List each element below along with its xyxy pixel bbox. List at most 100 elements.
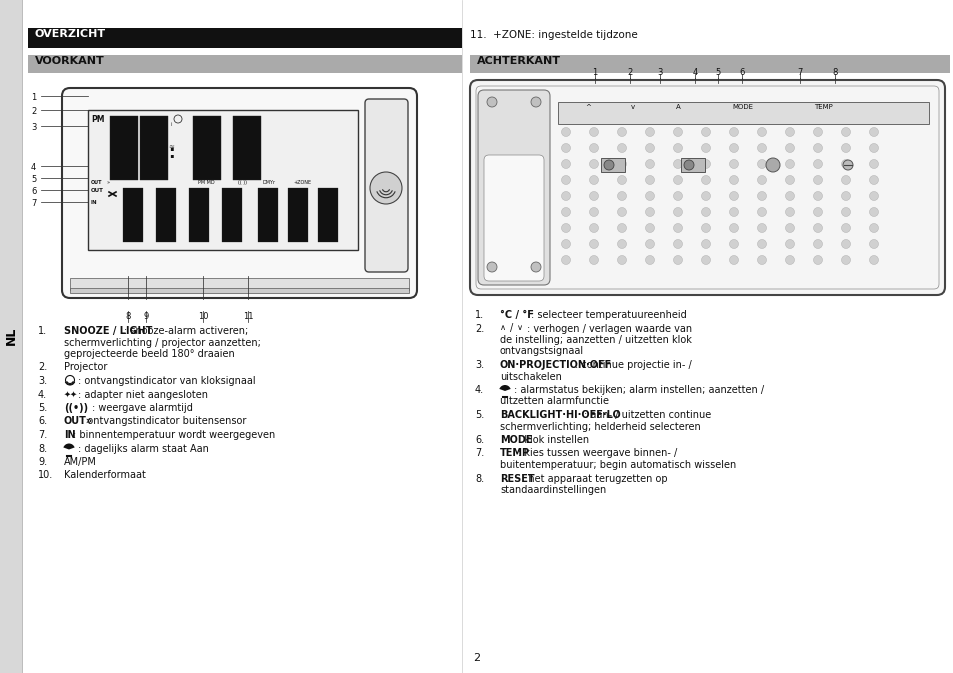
Text: »: » (106, 180, 109, 185)
Circle shape (813, 143, 821, 153)
Circle shape (645, 256, 654, 264)
Circle shape (645, 207, 654, 217)
Circle shape (842, 160, 852, 170)
Text: 8: 8 (125, 312, 131, 321)
Circle shape (589, 240, 598, 248)
Circle shape (561, 240, 570, 248)
Circle shape (729, 207, 738, 217)
Text: RESET: RESET (499, 474, 534, 483)
Text: 11: 11 (242, 312, 253, 321)
Circle shape (729, 160, 738, 168)
Text: : aan- / uitzetten continue: : aan- / uitzetten continue (583, 410, 710, 420)
Bar (28, 28, 461, 48)
Text: PM MD: PM MD (198, 180, 214, 185)
Text: : alarmstatus bekijken; alarm instellen; aanzetten /: : alarmstatus bekijken; alarm instellen;… (514, 385, 763, 395)
Circle shape (729, 192, 738, 201)
Circle shape (729, 240, 738, 248)
Bar (193, 116, 221, 180)
Text: 8.: 8. (38, 444, 47, 454)
Bar (558, 102, 928, 124)
Text: : ontvangstindicator van kloksignaal: : ontvangstindicator van kloksignaal (78, 376, 255, 386)
Circle shape (784, 223, 794, 232)
Circle shape (784, 143, 794, 153)
Circle shape (589, 256, 598, 264)
Text: Projector: Projector (64, 363, 108, 372)
Text: 6: 6 (739, 68, 744, 77)
Circle shape (757, 160, 765, 168)
Text: : selecteer temperatuureenheid: : selecteer temperatuureenheid (530, 310, 686, 320)
Circle shape (531, 262, 540, 272)
Circle shape (841, 192, 850, 201)
Text: OVERZICHT: OVERZICHT (35, 29, 106, 39)
Circle shape (561, 223, 570, 232)
Circle shape (729, 223, 738, 232)
Circle shape (617, 176, 626, 184)
Text: 9: 9 (143, 312, 149, 321)
Circle shape (784, 256, 794, 264)
Text: 8: 8 (831, 68, 837, 77)
Text: 10: 10 (197, 312, 208, 321)
Text: 7.: 7. (475, 448, 484, 458)
Circle shape (757, 176, 765, 184)
Circle shape (784, 240, 794, 248)
Text: 5.: 5. (475, 410, 484, 420)
Circle shape (561, 207, 570, 217)
Circle shape (645, 223, 654, 232)
Circle shape (645, 176, 654, 184)
Circle shape (841, 176, 850, 184)
Text: Kalenderformaat: Kalenderformaat (64, 470, 146, 481)
Wedge shape (498, 385, 510, 391)
Circle shape (617, 256, 626, 264)
Circle shape (589, 192, 598, 201)
Bar (156, 188, 175, 242)
Circle shape (757, 223, 765, 232)
Circle shape (813, 223, 821, 232)
Circle shape (700, 240, 710, 248)
Text: 4.: 4. (38, 390, 47, 400)
Text: 5.: 5. (38, 403, 48, 413)
Text: 6: 6 (30, 187, 36, 196)
Circle shape (841, 160, 850, 168)
Circle shape (370, 172, 401, 204)
Text: :: : (168, 144, 174, 162)
Circle shape (617, 127, 626, 137)
Text: /: / (510, 324, 513, 334)
Circle shape (561, 192, 570, 201)
Circle shape (673, 127, 681, 137)
Circle shape (729, 127, 738, 137)
Circle shape (645, 160, 654, 168)
Text: uitschakelen: uitschakelen (499, 371, 561, 382)
Text: 3.: 3. (38, 376, 47, 386)
Circle shape (841, 240, 850, 248)
Text: : continue projectie in- /: : continue projectie in- / (575, 360, 691, 370)
Circle shape (813, 207, 821, 217)
Circle shape (841, 256, 850, 264)
Circle shape (841, 127, 850, 137)
Text: IN: IN (91, 200, 97, 205)
FancyBboxPatch shape (477, 90, 550, 285)
Circle shape (757, 127, 765, 137)
Circle shape (868, 256, 878, 264)
Text: : kies tussen weergave binnen- /: : kies tussen weergave binnen- / (517, 448, 676, 458)
Text: : ontvangstindicator buitensensor: : ontvangstindicator buitensensor (81, 417, 246, 427)
Text: uitzetten alarmfunctie: uitzetten alarmfunctie (499, 396, 608, 406)
Circle shape (617, 192, 626, 201)
Circle shape (700, 143, 710, 153)
Text: i: i (170, 122, 172, 127)
Text: : klok instellen: : klok instellen (517, 435, 588, 445)
Circle shape (784, 127, 794, 137)
Circle shape (589, 207, 598, 217)
Circle shape (841, 207, 850, 217)
Circle shape (700, 160, 710, 168)
Circle shape (603, 160, 614, 170)
Circle shape (673, 240, 681, 248)
Text: OUT: OUT (91, 188, 104, 193)
Bar (600, 158, 624, 172)
Text: ((•)): ((•)) (64, 403, 88, 413)
Text: 4.: 4. (475, 385, 483, 395)
Text: 4: 4 (30, 163, 36, 172)
Circle shape (673, 176, 681, 184)
Text: : het apparaat terugzetten op: : het apparaat terugzetten op (521, 474, 667, 483)
Circle shape (813, 127, 821, 137)
Text: 5: 5 (30, 175, 36, 184)
